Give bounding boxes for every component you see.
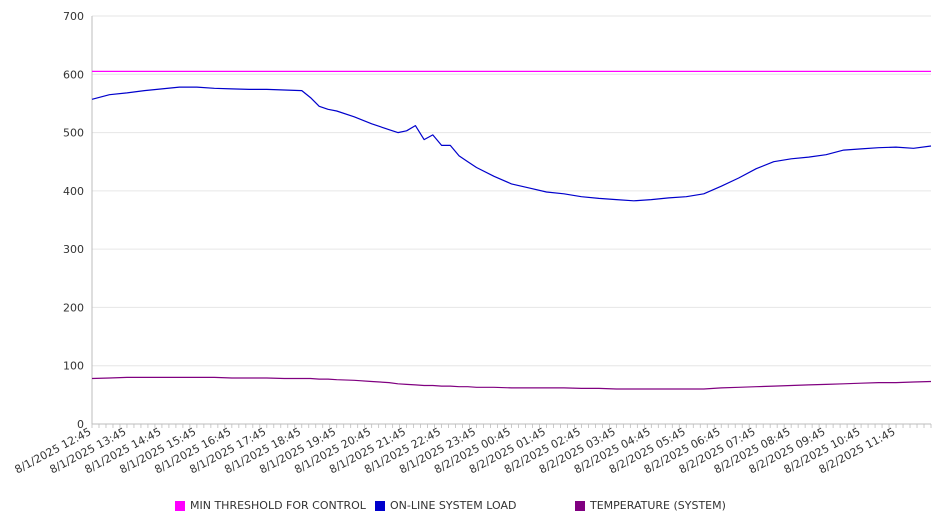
y-tick-label: 500 bbox=[63, 127, 84, 140]
series-line-1 bbox=[91, 86, 932, 202]
y-tick-label: 700 bbox=[63, 10, 84, 23]
legend-label-system-load: ON-LINE SYSTEM LOAD bbox=[390, 499, 517, 512]
axes bbox=[91, 16, 932, 428]
series-lines bbox=[91, 70, 932, 390]
gridlines bbox=[92, 15, 931, 367]
y-tick-label: 100 bbox=[63, 360, 84, 373]
legend-item-min-threshold[interactable]: MIN THRESHOLD FOR CONTROL bbox=[175, 499, 366, 512]
legend-item-temperature[interactable]: TEMPERATURE (SYSTEM) bbox=[575, 499, 726, 512]
legend-swatch-temperature bbox=[575, 500, 585, 511]
line-chart: 0 100 200 300 400 500 600 700 8/1/2025 12:458/1… bbox=[13, 10, 932, 476]
series-line-2 bbox=[91, 376, 932, 390]
legend-swatch-system-load bbox=[375, 500, 385, 511]
y-tick-label: 300 bbox=[63, 243, 84, 256]
x-axis-ticks: 8/1/2025 12:458/1/2025 13:458/1/2025 14:… bbox=[13, 425, 898, 476]
y-tick-label: 200 bbox=[63, 301, 84, 314]
legend: MIN THRESHOLD FOR CONTROL ON-LINE SYSTEM… bbox=[0, 497, 946, 515]
y-tick-label: 400 bbox=[63, 185, 84, 198]
legend-label-min-threshold: MIN THRESHOLD FOR CONTROL bbox=[190, 499, 366, 512]
y-tick-label: 0 bbox=[77, 418, 84, 431]
y-tick-label: 600 bbox=[63, 68, 84, 81]
y-axis-ticks: 0 100 200 300 400 500 600 700 bbox=[63, 10, 84, 431]
legend-item-system-load[interactable]: ON-LINE SYSTEM LOAD bbox=[375, 499, 516, 512]
legend-label-temperature: TEMPERATURE (SYSTEM) bbox=[590, 499, 726, 512]
legend-swatch-min-threshold bbox=[175, 500, 185, 511]
